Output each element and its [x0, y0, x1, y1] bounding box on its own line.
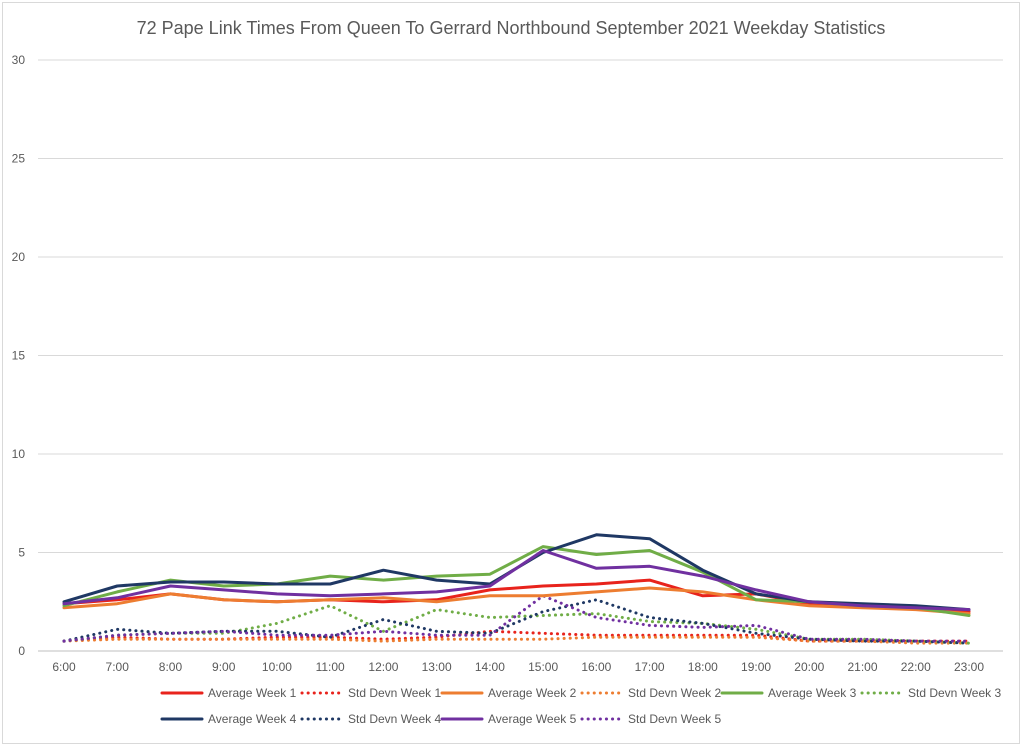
x-tick-label: 14:00 [475, 660, 505, 674]
x-tick-label: 19:00 [741, 660, 771, 674]
x-tick-label: 7:00 [106, 660, 130, 674]
series-line-5 [62, 604, 971, 645]
x-tick-label: 8:00 [159, 660, 183, 674]
y-tick-label: 25 [12, 152, 26, 166]
x-tick-label: 17:00 [635, 660, 665, 674]
legend-label: Average Week 2 [488, 686, 577, 700]
series-line-8 [62, 549, 971, 612]
y-tick-label: 20 [12, 250, 26, 264]
legend-label: Std Devn Week 4 [348, 712, 441, 726]
legend-label: Average Week 3 [768, 686, 857, 700]
x-tick-label: 15:00 [528, 660, 558, 674]
legend-label: Std Devn Week 2 [628, 686, 721, 700]
y-tick-label: 10 [12, 447, 26, 461]
series-line-3 [62, 635, 971, 645]
legend-label: Std Devn Week 3 [908, 686, 1001, 700]
y-tick-label: 5 [18, 546, 25, 560]
x-tick-label: 20:00 [794, 660, 824, 674]
x-tick-label: 6:00 [52, 660, 76, 674]
legend-label: Average Week 1 [208, 686, 297, 700]
legend-label: Std Devn Week 1 [348, 686, 441, 700]
legend-label: Average Week 5 [488, 712, 577, 726]
x-tick-label: 23:00 [954, 660, 984, 674]
y-tick-label: 15 [12, 349, 26, 363]
x-tick-label: 16:00 [581, 660, 611, 674]
series-line-1 [62, 629, 971, 643]
legend-label: Average Week 4 [208, 712, 297, 726]
x-tick-label: 18:00 [688, 660, 718, 674]
chart-title: 72 Pape Link Times From Queen To Gerrard… [136, 18, 886, 38]
x-tick-label: 10:00 [262, 660, 292, 674]
x-tick-label: 13:00 [422, 660, 452, 674]
series-line-9 [62, 594, 971, 643]
legend-label: Std Devn Week 5 [628, 712, 721, 726]
x-tick-label: 22:00 [901, 660, 931, 674]
x-tick-label: 9:00 [212, 660, 236, 674]
y-tick-label: 30 [12, 53, 26, 67]
series-line-2 [62, 586, 971, 616]
x-tick-label: 21:00 [848, 660, 878, 674]
x-tick-label: 12:00 [368, 660, 398, 674]
x-tick-label: 11:00 [316, 660, 345, 674]
y-tick-label: 0 [18, 644, 25, 658]
